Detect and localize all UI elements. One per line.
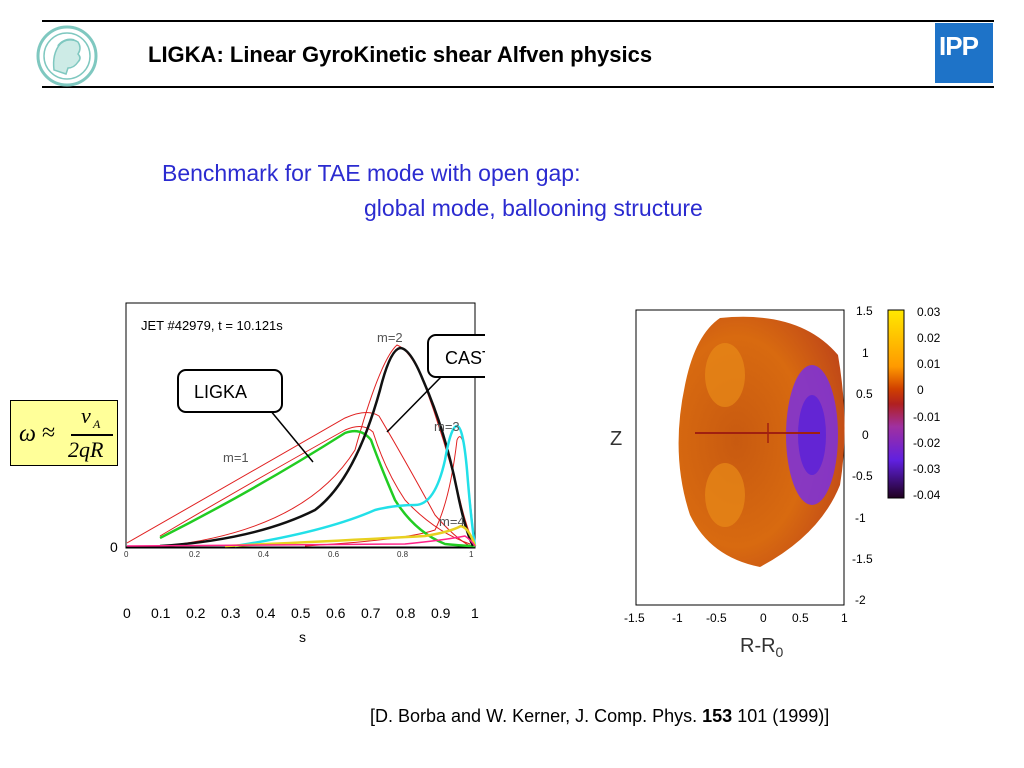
z-tick-labels: 1.5 1 0.5 0 -0.5 -1 -1.5 -2 (852, 304, 873, 607)
r-tick-labels: -1.5 -1 -0.5 0 0.5 1 (624, 611, 848, 625)
inner-tick-label: 0 (124, 550, 129, 559)
formula-omega: ω (19, 421, 36, 447)
mode-label-m3: m=3 (434, 419, 460, 434)
formula-numerator: v (81, 403, 91, 428)
mode-label-m4: m=4 (439, 514, 465, 529)
inner-tick-label: 1 (469, 550, 474, 559)
r-axis-label: R-R0 (740, 635, 784, 660)
header-bottom-rule (42, 86, 994, 88)
x-tick-label: 0.8 (396, 605, 416, 621)
x-tick-label: 1 (471, 605, 479, 621)
formula-box: ω ≈ v A 2qR (10, 400, 118, 466)
mpg-minerva-logo-icon (34, 24, 104, 88)
ligka-callout: LIGKA (194, 382, 247, 402)
x-tick-label: 0.2 (186, 605, 206, 621)
r-axis-label-main: R-R (740, 635, 776, 657)
x-tick-label: 0.6 (326, 605, 346, 621)
inset-label: JET #42979, t = 10.121s (141, 318, 283, 333)
plot-frame (125, 302, 476, 549)
citation: [D. Borba and W. Kerner, J. Comp. Phys. … (370, 706, 829, 727)
castor-callout: CASTOR (445, 348, 485, 368)
inner-tick-label: 0.8 (397, 550, 409, 559)
negative-lobe-core (798, 395, 826, 475)
subtitle-line-1: Benchmark for TAE mode with open gap: (162, 160, 581, 186)
castor-callout-box (427, 334, 485, 378)
header-top-rule (42, 20, 994, 22)
z-tick-label: 1.5 (856, 304, 873, 318)
inner-tick-label: 0.2 (189, 550, 201, 559)
mode-label-m1: m=1 (223, 450, 249, 465)
colorbar-tick-label: 0.01 (917, 357, 941, 371)
subtitle-line-2: global mode, ballooning structure (364, 195, 703, 221)
x-tick-label: 0.9 (431, 605, 451, 621)
colorbar (887, 309, 905, 499)
positive-lobe-lower (705, 463, 745, 527)
slide-title: LIGKA: Linear GyroKinetic shear Alfven p… (148, 42, 653, 67)
ipp-logo: IPP (935, 23, 993, 83)
x-tick-label: 0.5 (291, 605, 311, 621)
r-tick-label: 0.5 (792, 611, 809, 625)
m2-curve (159, 346, 475, 548)
m3-curve (234, 424, 477, 548)
m4-curve (224, 524, 477, 548)
ipp-logo-text: IPP (939, 31, 979, 61)
colorbar-tick-label: -0.01 (913, 410, 941, 424)
colorbar-tick-label: -0.03 (913, 462, 941, 476)
castor-pointer (386, 374, 444, 433)
citation-prefix: [D. Borba and W. Kerner, J. Comp. Phys. (370, 706, 703, 726)
r-tick-label: -1 (672, 611, 683, 625)
z-tick-label: -1 (855, 511, 866, 525)
m0-curve (126, 535, 476, 547)
inner-tick-label: 0.6 (328, 550, 340, 559)
x-tick-label: 0.4 (256, 605, 276, 621)
formula-fraction-bar (71, 434, 113, 436)
z-tick-label: 0 (862, 428, 869, 442)
colorbar-tick-label: -0.02 (913, 436, 941, 450)
z-tick-label: 1 (862, 346, 869, 360)
positive-lobe-upper (705, 343, 745, 407)
r-tick-label: 0 (760, 611, 767, 625)
x-tick-labels: 0 0.1 0.2 0.3 0.4 0.5 0.6 0.7 0.8 0.9 1 (123, 605, 479, 621)
z-tick-label: 0.5 (856, 387, 873, 401)
inner-tick-label: 0.4 (258, 550, 270, 559)
ligka-castor-plot: JET #42979, t = 10.121s 0 0 0.2 0.4 0.6 … (110, 302, 485, 645)
castor-envelope-inner (159, 426, 471, 545)
x-tick-label: 0 (123, 605, 131, 621)
r-tick-label: -1.5 (624, 611, 645, 625)
x-tick-label: 0.7 (361, 605, 381, 621)
r-axis-label-sub: 0 (776, 644, 784, 660)
colorbar-tick-label: -0.04 (913, 488, 941, 502)
x-tick-label: 0.1 (151, 605, 171, 621)
inner-tick-labels: 0 0.2 0.4 0.6 0.8 1 (124, 550, 474, 559)
z-tick-label: -2 (855, 593, 866, 607)
x-axis-label: s (299, 629, 306, 645)
m1-curve (159, 429, 476, 548)
y-zero-label: 0 (110, 539, 118, 555)
colorbar-tick-label: 0 (917, 383, 924, 397)
citation-volume: 153 (702, 706, 733, 726)
mode-structure-plot: 1.5 1 0.5 0 -0.5 -1 -1.5 -2 -1.5 -1 -0.5… (610, 304, 941, 660)
formula-denominator: 2qR (68, 437, 104, 462)
ligka-pointer (269, 409, 314, 463)
formula-numerator-sub: A (93, 417, 101, 431)
colorbar-tick-label: 0.02 (917, 331, 941, 345)
r-tick-label: 1 (841, 611, 848, 625)
formula-approx: ≈ (42, 420, 56, 446)
colorbar-tick-labels: 0.03 0.02 0.01 0 -0.01 -0.02 -0.03 -0.04 (913, 305, 941, 502)
mode-label-m2: m=2 (377, 330, 403, 345)
z-axis-label: Z (610, 428, 622, 450)
x-tick-label: 0.3 (221, 605, 241, 621)
citation-suffix: 101 (1999)] (732, 706, 830, 726)
r-tick-label: -0.5 (706, 611, 727, 625)
z-tick-label: -1.5 (852, 552, 873, 566)
z-tick-label: -0.5 (852, 469, 873, 483)
ligka-callout-box (177, 369, 283, 413)
colorbar-tick-label: 0.03 (917, 305, 941, 319)
